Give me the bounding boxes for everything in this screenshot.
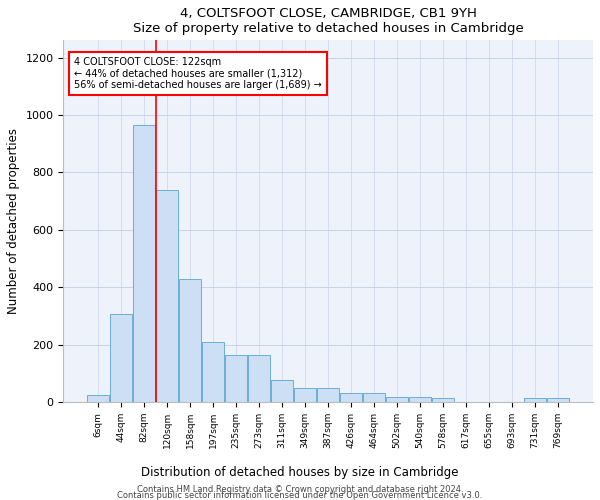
- Bar: [202, 342, 224, 402]
- Bar: [386, 397, 408, 402]
- Bar: [157, 190, 178, 402]
- Title: 4, COLTSFOOT CLOSE, CAMBRIDGE, CB1 9YH
Size of property relative to detached hou: 4, COLTSFOOT CLOSE, CAMBRIDGE, CB1 9YH S…: [133, 7, 524, 35]
- Bar: [363, 394, 385, 402]
- Bar: [133, 125, 155, 402]
- Bar: [294, 388, 316, 402]
- Text: 4 COLTSFOOT CLOSE: 122sqm
← 44% of detached houses are smaller (1,312)
56% of se: 4 COLTSFOOT CLOSE: 122sqm ← 44% of detac…: [74, 56, 322, 90]
- Bar: [248, 354, 270, 402]
- Bar: [432, 398, 454, 402]
- Bar: [547, 398, 569, 402]
- Bar: [317, 388, 339, 402]
- Bar: [110, 314, 132, 402]
- Text: Distribution of detached houses by size in Cambridge: Distribution of detached houses by size …: [141, 466, 459, 479]
- Bar: [340, 394, 362, 402]
- Y-axis label: Number of detached properties: Number of detached properties: [7, 128, 20, 314]
- Bar: [524, 398, 546, 402]
- Bar: [179, 278, 201, 402]
- Bar: [271, 380, 293, 402]
- Bar: [226, 354, 247, 402]
- Text: Contains public sector information licensed under the Open Government Licence v3: Contains public sector information licen…: [118, 492, 482, 500]
- Bar: [409, 397, 431, 402]
- Bar: [88, 395, 109, 402]
- Text: Contains HM Land Registry data © Crown copyright and database right 2024.: Contains HM Land Registry data © Crown c…: [137, 484, 463, 494]
